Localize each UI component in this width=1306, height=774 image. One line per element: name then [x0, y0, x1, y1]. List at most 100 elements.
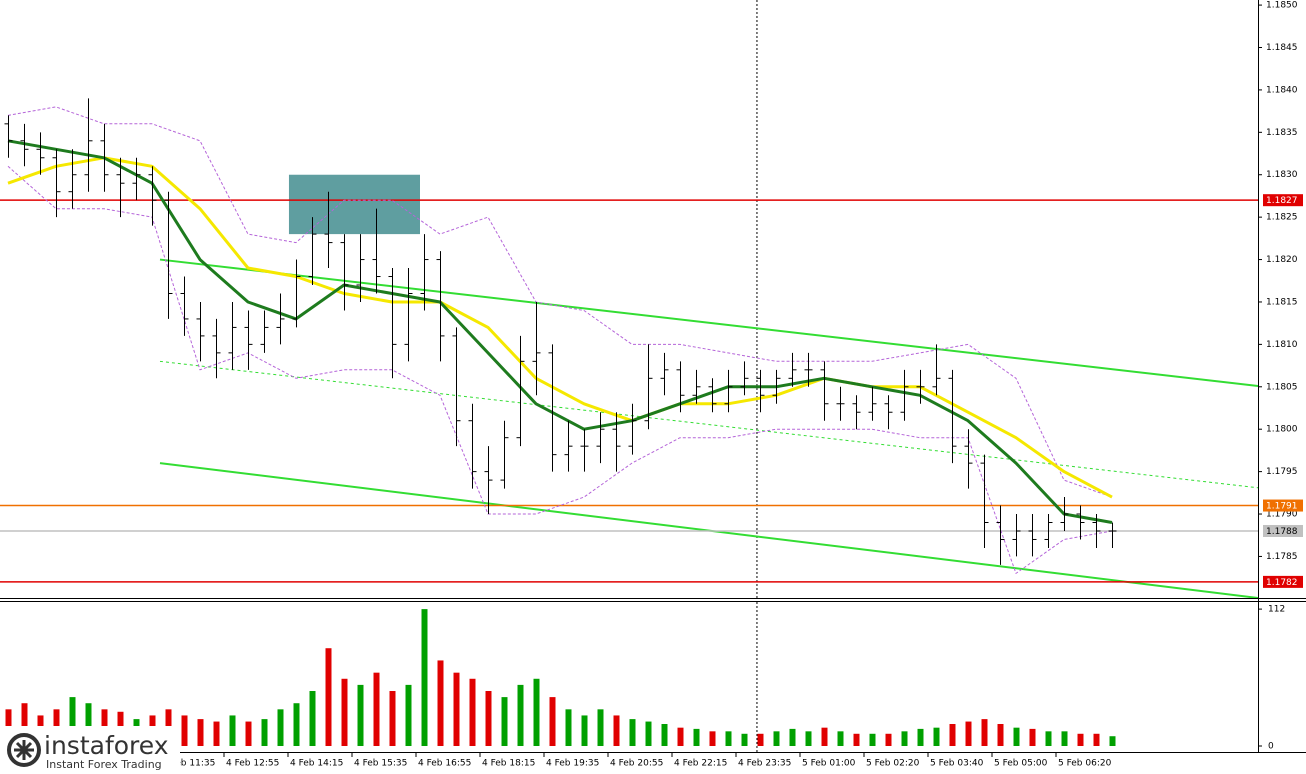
y-tick-label: 1.1810 — [1266, 340, 1298, 350]
volume-bar — [469, 678, 476, 746]
x-tick-label: 4 Feb 11:35 — [162, 759, 215, 769]
volume-bar — [549, 697, 556, 746]
logo: instaforex Instant Forex Trading — [0, 726, 180, 774]
y-tick-label: 1.1805 — [1266, 382, 1298, 392]
volume-bar — [437, 660, 444, 746]
volume-bar — [965, 721, 972, 746]
volume-bar — [837, 731, 844, 746]
volume-bar — [389, 691, 396, 746]
volume-bar — [533, 678, 540, 746]
y-tick-label: 1.1840 — [1266, 85, 1298, 95]
indicator-line — [7, 139, 1113, 524]
volume-bar — [725, 731, 732, 746]
volume-bar — [341, 678, 348, 746]
volume-bar — [645, 721, 652, 746]
y-tick-label: 1.1815 — [1266, 297, 1298, 307]
volume-bar — [821, 727, 828, 746]
x-tick-label: 5 Feb 05:00 — [994, 759, 1048, 769]
volume-bar — [421, 609, 428, 746]
logo-icon — [14, 740, 34, 760]
y-tick-label: 1.1850 — [1266, 1, 1298, 11]
brand-tagline: Instant Forex Trading — [46, 758, 162, 771]
volume-bar — [485, 691, 492, 746]
y-tick-label: 0 — [1268, 742, 1274, 752]
volume-bar — [213, 721, 220, 746]
volume-bar — [453, 672, 460, 746]
x-tick-label: 5 Feb 03:40 — [930, 759, 984, 769]
volume-bar — [517, 684, 524, 746]
volume-bar — [69, 697, 76, 746]
volume-bar — [661, 724, 668, 746]
x-tick-label: 4 Feb 14:15 — [290, 759, 343, 769]
volume-bar — [293, 703, 300, 746]
volume-bar — [1061, 731, 1068, 746]
volume-bar — [869, 733, 876, 746]
volume-bar — [693, 728, 700, 746]
x-tick-label: 4 Feb 19:35 — [546, 759, 599, 769]
volume-bar — [629, 719, 636, 746]
volume-bar — [933, 727, 940, 746]
y-tick-label: 112 — [1268, 605, 1285, 615]
volume-bar — [997, 724, 1004, 746]
brand-name: instaforex — [44, 731, 169, 760]
volume-bar — [373, 672, 380, 746]
volume-bar — [949, 724, 956, 746]
level-label-box — [1263, 524, 1303, 537]
volume-bar — [501, 697, 508, 746]
x-tick-label: 5 Feb 06:20 — [1058, 759, 1112, 769]
level-label: 1.1788 — [1266, 527, 1298, 537]
volume-bar — [181, 715, 188, 746]
indicator-line — [7, 106, 1113, 498]
volume-bar — [565, 709, 572, 746]
volume-bar — [1077, 733, 1084, 746]
volume-bar — [613, 715, 620, 746]
volume-bar — [85, 703, 92, 746]
y-tick-label: 1.1800 — [1266, 425, 1298, 435]
highlight-zone — [288, 174, 420, 235]
volume-bar — [261, 719, 268, 746]
level-label: 1.1827 — [1266, 196, 1298, 206]
volume-bar — [197, 719, 204, 746]
channel-line — [159, 360, 1258, 489]
y-tick-label: 1.1835 — [1266, 128, 1298, 138]
volume-bar — [229, 715, 236, 746]
y-tick-label: 1.1845 — [1266, 43, 1298, 53]
level-label-box — [1263, 194, 1303, 207]
volume-bar — [21, 703, 28, 746]
axes: 1.1785 1.1790 1.1795 1.1800 1.1805 1.1810 1.18… — [159, 1, 1303, 769]
x-tick-label: 4 Feb 18:15 — [482, 759, 535, 769]
volume-bar — [1093, 733, 1100, 746]
volume-bar — [357, 684, 364, 746]
volume-bar — [789, 728, 796, 746]
volume-bar — [1029, 728, 1036, 746]
level-label-box — [1263, 499, 1303, 512]
volume-bar — [277, 709, 284, 746]
indicator-line — [7, 165, 1113, 574]
x-tick-label: 5 Feb 02:20 — [866, 759, 920, 769]
volume-bar — [309, 691, 316, 746]
volume-bar — [917, 728, 924, 746]
volume-bar — [405, 684, 412, 746]
level-label: 1.1782 — [1266, 578, 1298, 588]
volume-bar — [597, 709, 604, 746]
x-tick-label: 4 Feb 20:55 — [610, 759, 663, 769]
x-tick-label: 4 Feb 22:15 — [674, 759, 727, 769]
y-tick-label: 1.1825 — [1266, 213, 1298, 223]
volume-bar — [853, 733, 860, 746]
x-tick-label: 4 Feb 12:55 — [226, 759, 279, 769]
y-tick-label: 1.1820 — [1266, 255, 1298, 265]
level-label: 1.1791 — [1266, 502, 1298, 512]
level-label-box — [1263, 575, 1303, 588]
volume-bar — [245, 721, 252, 746]
y-tick-label: 1.1830 — [1266, 170, 1298, 180]
price-panel — [0, 0, 1258, 598]
volume-bar — [581, 715, 588, 746]
x-tick-label: 5 Feb 01:00 — [802, 759, 856, 769]
volume-bar — [325, 648, 332, 746]
y-tick-label: 1.1785 — [1266, 552, 1298, 562]
volume-bar — [805, 731, 812, 746]
volume-bar — [885, 733, 892, 746]
